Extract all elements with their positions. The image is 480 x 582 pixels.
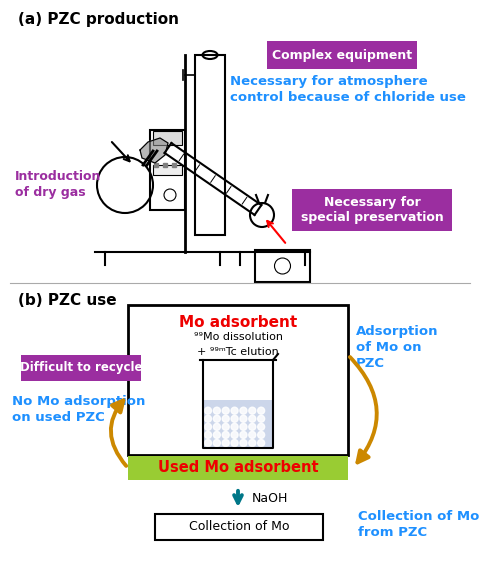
Text: Mo adsorbent: Mo adsorbent — [179, 315, 297, 330]
Circle shape — [258, 431, 264, 438]
Circle shape — [222, 439, 229, 446]
Bar — [128, 456, 348, 480]
Circle shape — [204, 423, 212, 430]
Bar — [153, 131, 182, 145]
FancyBboxPatch shape — [21, 355, 141, 381]
Text: Adsorption
of Mo on
PZC: Adsorption of Mo on PZC — [356, 325, 439, 370]
FancyArrowPatch shape — [111, 400, 126, 466]
Text: ⁹⁹Mo dissolution: ⁹⁹Mo dissolution — [193, 332, 283, 342]
Circle shape — [222, 423, 229, 430]
Bar — [150, 130, 185, 210]
Circle shape — [231, 439, 238, 446]
Circle shape — [240, 407, 247, 414]
Circle shape — [231, 416, 238, 423]
Text: Necessary for
special preservation: Necessary for special preservation — [300, 196, 444, 224]
Circle shape — [222, 431, 229, 438]
Circle shape — [258, 423, 264, 430]
Bar — [153, 165, 182, 175]
Circle shape — [222, 416, 229, 423]
Circle shape — [240, 431, 247, 438]
Circle shape — [249, 407, 256, 414]
Circle shape — [213, 439, 220, 446]
Circle shape — [258, 416, 264, 423]
Circle shape — [240, 439, 247, 446]
Text: Complex equipment: Complex equipment — [272, 48, 412, 62]
Bar — [204, 400, 272, 447]
FancyBboxPatch shape — [267, 41, 417, 69]
Bar — [255, 250, 310, 282]
Bar — [128, 305, 348, 455]
Bar — [155, 514, 323, 540]
Circle shape — [231, 407, 238, 414]
Circle shape — [231, 431, 238, 438]
Circle shape — [249, 416, 256, 423]
Circle shape — [222, 407, 229, 414]
FancyArrowPatch shape — [350, 357, 377, 463]
Text: Necessary for atmosphere
control because of chloride use: Necessary for atmosphere control because… — [230, 75, 466, 104]
Circle shape — [213, 416, 220, 423]
Circle shape — [249, 423, 256, 430]
Circle shape — [213, 431, 220, 438]
Text: NaOH: NaOH — [252, 492, 288, 505]
Text: Introduction
of dry gas: Introduction of dry gas — [15, 170, 101, 199]
Text: No Mo adsorption
on used PZC: No Mo adsorption on used PZC — [12, 395, 145, 424]
Circle shape — [204, 407, 212, 414]
Text: (a) PZC production: (a) PZC production — [18, 12, 179, 27]
Circle shape — [258, 439, 264, 446]
Circle shape — [258, 407, 264, 414]
Text: (b) PZC use: (b) PZC use — [18, 293, 117, 308]
Text: + ⁹⁹ᵐTc elution: + ⁹⁹ᵐTc elution — [197, 347, 279, 357]
Bar — [195, 55, 225, 235]
Circle shape — [213, 423, 220, 430]
FancyBboxPatch shape — [292, 189, 452, 231]
Circle shape — [249, 431, 256, 438]
Polygon shape — [140, 138, 168, 163]
Circle shape — [204, 439, 212, 446]
Circle shape — [204, 431, 212, 438]
Circle shape — [249, 439, 256, 446]
Text: Collection of Mo: Collection of Mo — [189, 520, 289, 534]
Circle shape — [231, 423, 238, 430]
Circle shape — [240, 416, 247, 423]
Circle shape — [204, 416, 212, 423]
Circle shape — [213, 407, 220, 414]
Text: Collection of Mo
from PZC: Collection of Mo from PZC — [358, 510, 480, 539]
Circle shape — [240, 423, 247, 430]
Text: Difficult to recycle: Difficult to recycle — [20, 361, 142, 374]
Text: Used Mo adsorbent: Used Mo adsorbent — [158, 460, 318, 475]
